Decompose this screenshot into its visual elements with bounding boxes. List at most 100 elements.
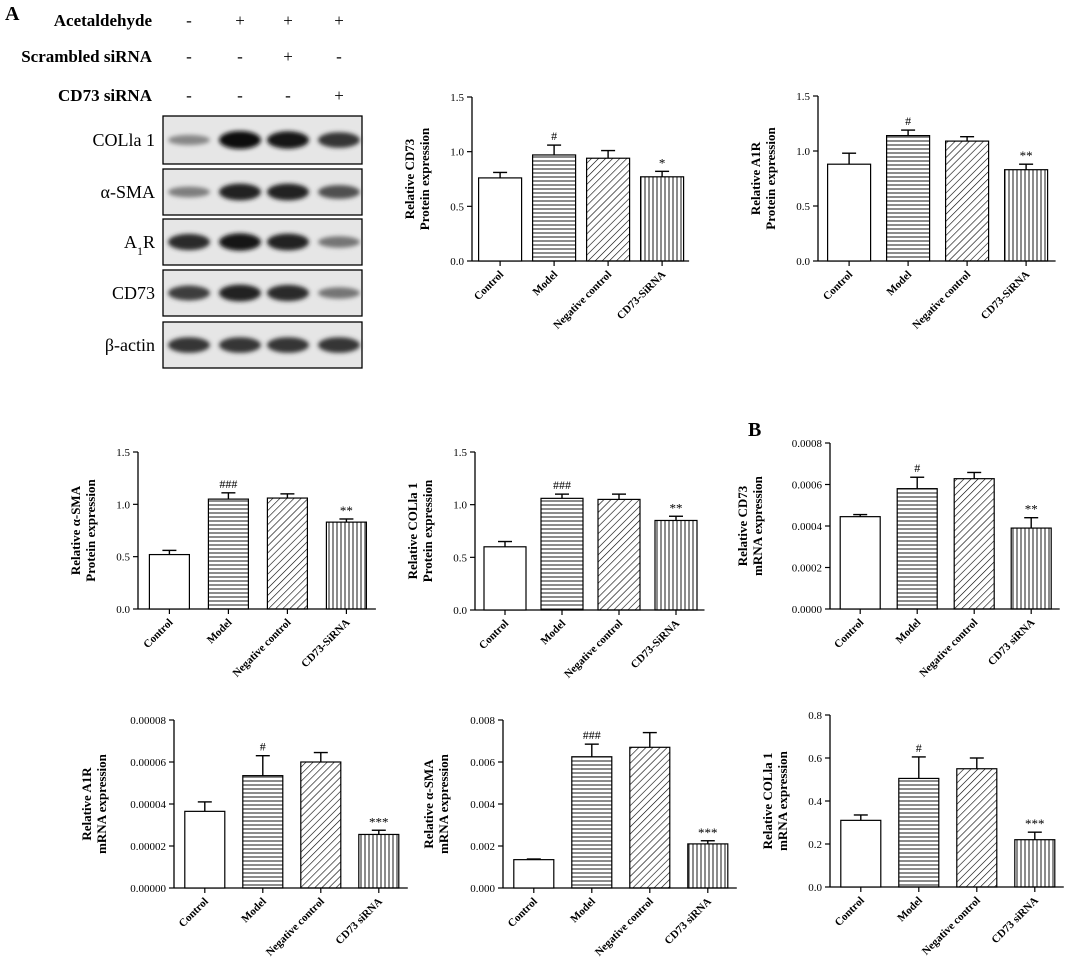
- x-tick-label: CD73 siRNA: [989, 895, 1041, 947]
- y-axis-label: Relative α-SMA: [421, 759, 436, 849]
- blot-band: [219, 233, 261, 251]
- blot-band: [318, 132, 360, 148]
- y-axis-label: mRNA expression: [750, 475, 765, 576]
- y-tick-label: 0.002: [470, 841, 495, 853]
- treatment-mark: -: [186, 11, 192, 30]
- x-tick-label: Model: [894, 617, 924, 647]
- treatment-mark: -: [237, 86, 243, 105]
- treatment-mark: -: [336, 47, 342, 66]
- y-axis-label: Relative A1R: [748, 141, 763, 215]
- y-tick-label: 0.6: [808, 753, 822, 765]
- bar-control: [184, 810, 226, 889]
- bar-cd73-sirna: [1003, 169, 1049, 262]
- y-axis-label: Relative CD73: [735, 485, 750, 566]
- significance-label: ***: [369, 814, 389, 829]
- y-tick-label: 0.5: [450, 201, 464, 213]
- treatment-mark: -: [186, 47, 192, 66]
- significance-label: ###: [219, 477, 237, 491]
- treatment-mark: +: [283, 47, 293, 66]
- x-tick-label: Control: [821, 269, 855, 303]
- y-tick-label: 0.0006: [792, 480, 823, 492]
- y-tick-label: 0.0000: [792, 604, 823, 616]
- x-tick-label: Negative control: [231, 617, 294, 680]
- blot-band: [267, 284, 309, 302]
- y-tick-label: 1.0: [796, 146, 810, 158]
- bar-cd73-sirna: [1014, 839, 1056, 888]
- x-tick-label: Model: [885, 269, 915, 299]
- x-tick-label: CD73-SiRNA: [979, 269, 1032, 322]
- bar-model: [898, 777, 940, 888]
- x-tick-label: Negative control: [551, 269, 614, 332]
- treatment-label: Scrambled siRNA: [21, 47, 153, 66]
- bar-control: [148, 553, 190, 610]
- blot-strip: COLla 1: [93, 115, 363, 165]
- bar-control: [826, 163, 872, 262]
- y-tick-label: 0.8: [808, 710, 822, 722]
- bar-control: [839, 516, 881, 610]
- x-tick-label: Negative control: [920, 895, 983, 958]
- y-tick-label: 0.00006: [130, 757, 166, 769]
- blot-strip-label: A1R: [124, 232, 155, 258]
- y-axis-label: Relative COLla 1: [405, 483, 420, 580]
- treatment-mark: +: [283, 11, 293, 30]
- bar-cd73-sirna: [358, 833, 400, 889]
- x-tick-label: Negative control: [917, 617, 980, 680]
- y-axis-label: Relative COLla 1: [760, 753, 775, 850]
- significance-label: #: [916, 741, 922, 755]
- bar-cd73-sirna: [325, 521, 367, 610]
- x-tick-label: Control: [477, 618, 511, 652]
- bar-negative-control: [300, 761, 342, 889]
- treatment-label: Acetaldehyde: [54, 11, 153, 30]
- significance-label: #: [551, 129, 557, 143]
- blot-band: [318, 236, 360, 248]
- y-tick-label: 0.5: [453, 552, 467, 564]
- significance-label: **: [670, 500, 683, 515]
- blot-strip: A1R: [124, 218, 363, 266]
- chart-7: 0.000 0.002 0.004 0.006 0.008 Relative α-SMA m…: [421, 715, 737, 959]
- treatment-mark: +: [334, 11, 344, 30]
- significance-label: **: [340, 503, 353, 518]
- bar-control: [478, 177, 523, 262]
- y-tick-label: 0.4: [808, 796, 822, 808]
- x-tick-label: Control: [472, 269, 506, 303]
- blot-strip-label: α-SMA: [101, 182, 155, 202]
- x-tick-label: CD73 siRNA: [333, 896, 385, 948]
- treatment-mark: +: [334, 86, 344, 105]
- blot-band: [318, 287, 360, 299]
- significance-label: ###: [583, 728, 601, 742]
- significance-label: #: [905, 114, 911, 128]
- y-tick-label: 1.5: [116, 447, 130, 459]
- bar-model: [531, 154, 577, 262]
- blot-band: [168, 233, 210, 251]
- x-tick-label: Model: [568, 896, 598, 926]
- y-tick-label: 0.5: [796, 201, 810, 213]
- x-tick-label: CD73 siRNA: [986, 617, 1038, 669]
- y-tick-label: 0.0: [450, 256, 464, 268]
- bar-model: [207, 498, 249, 610]
- y-axis-label: mRNA expression: [94, 753, 109, 854]
- blot-strip-label: CD73: [112, 283, 155, 303]
- significance-label: ***: [698, 825, 718, 840]
- blot-strip-label: β-actin: [105, 335, 155, 355]
- bar-negative-control: [956, 768, 998, 888]
- y-tick-label: 1.5: [796, 91, 810, 103]
- y-tick-label: 0.00002: [130, 841, 166, 853]
- x-tick-label: CD73 siRNA: [662, 896, 714, 948]
- panel-label-a: A: [5, 3, 20, 25]
- bar-cd73-sirna: [654, 519, 698, 611]
- chart-2: 0.0 0.5 1.0 1.5 Relative A1R Protein expressi…: [748, 91, 1056, 332]
- bar-negative-control: [944, 140, 990, 262]
- blot-band: [168, 186, 210, 198]
- bar-control: [483, 546, 527, 611]
- chart-4: 0.0 0.5 1.0 1.5 Relative COLla 1 Protein expr…: [405, 447, 705, 681]
- x-tick-label: Model: [531, 269, 561, 299]
- y-tick-label: 0.0008: [792, 438, 823, 450]
- significance-label: #: [260, 740, 266, 754]
- chart-8: 0.0 0.2 0.4 0.6 0.8 Relative COLla 1 mRNA expr…: [760, 710, 1064, 958]
- blot-band: [168, 134, 210, 146]
- bar-model: [885, 135, 931, 262]
- bar-negative-control: [629, 746, 671, 889]
- bar-cd73-sirna: [687, 843, 729, 889]
- y-tick-label: 0.0004: [792, 521, 823, 533]
